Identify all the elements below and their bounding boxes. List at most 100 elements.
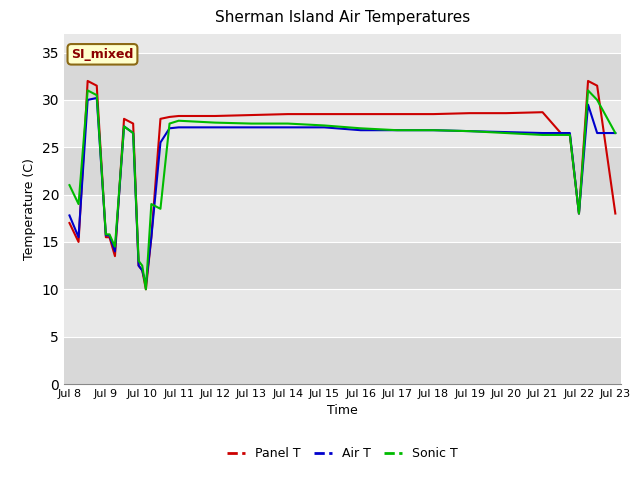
Panel T xyxy=(111,253,119,259)
Air T xyxy=(102,232,109,238)
Panel T xyxy=(611,211,619,216)
Bar xyxy=(64,336,621,384)
Air T xyxy=(166,125,173,131)
Panel T xyxy=(157,116,164,122)
Sonic T xyxy=(142,287,150,292)
Air T xyxy=(584,102,592,108)
Sonic T xyxy=(502,130,510,136)
Sonic T xyxy=(539,132,547,138)
Panel T xyxy=(129,120,137,126)
Panel T xyxy=(135,263,143,268)
Panel T xyxy=(356,111,364,117)
Sonic T xyxy=(593,97,601,103)
Panel T xyxy=(120,116,128,122)
Air T xyxy=(84,97,92,103)
Sonic T xyxy=(611,130,619,136)
Air T xyxy=(157,140,164,145)
Panel T xyxy=(557,130,564,136)
Air T xyxy=(248,124,255,130)
Air T xyxy=(557,130,564,136)
Air T xyxy=(129,130,137,136)
Panel T xyxy=(84,78,92,84)
Sonic T xyxy=(584,87,592,93)
Sonic T xyxy=(356,125,364,131)
Sonic T xyxy=(248,120,255,126)
Panel T xyxy=(138,267,146,273)
Air T xyxy=(429,127,437,133)
Air T xyxy=(138,267,146,273)
Bar xyxy=(64,289,621,336)
Bar xyxy=(64,242,621,289)
Sonic T xyxy=(284,120,292,126)
Air T xyxy=(111,249,119,254)
Panel T xyxy=(75,239,83,245)
Sonic T xyxy=(111,244,119,250)
Sonic T xyxy=(66,182,74,188)
Sonic T xyxy=(557,132,564,138)
Bar xyxy=(64,52,621,100)
Sonic T xyxy=(120,123,128,129)
Panel T xyxy=(66,220,74,226)
Legend: Panel T, Air T, Sonic T: Panel T, Air T, Sonic T xyxy=(221,443,463,465)
Panel T xyxy=(102,234,109,240)
Air T xyxy=(142,282,150,288)
Panel T xyxy=(539,109,547,115)
Sonic T xyxy=(157,206,164,212)
Panel T xyxy=(593,83,601,89)
Panel T xyxy=(575,211,583,216)
Air T xyxy=(211,124,219,130)
Air T xyxy=(284,124,292,130)
Y-axis label: Temperature (C): Temperature (C) xyxy=(23,158,36,260)
Title: Sherman Island Air Temperatures: Sherman Island Air Temperatures xyxy=(215,11,470,25)
Panel T xyxy=(106,234,113,240)
Sonic T xyxy=(575,211,583,216)
Panel T xyxy=(566,132,573,138)
Panel T xyxy=(502,110,510,116)
Air T xyxy=(502,129,510,135)
Air T xyxy=(566,130,573,136)
Air T xyxy=(575,211,583,216)
Panel T xyxy=(321,111,328,117)
Panel T xyxy=(166,114,173,120)
Sonic T xyxy=(466,128,474,134)
Line: Air T: Air T xyxy=(70,98,615,285)
Sonic T xyxy=(84,87,92,93)
Panel T xyxy=(284,111,292,117)
Panel T xyxy=(584,78,592,84)
Panel T xyxy=(147,234,155,240)
Panel T xyxy=(429,111,437,117)
Air T xyxy=(175,124,182,130)
Panel T xyxy=(393,111,401,117)
Sonic T xyxy=(129,130,137,136)
Panel T xyxy=(175,113,182,119)
Sonic T xyxy=(75,201,83,207)
Sonic T xyxy=(147,201,155,207)
Air T xyxy=(321,124,328,130)
Sonic T xyxy=(166,120,173,126)
Sonic T xyxy=(321,122,328,128)
Bar xyxy=(64,147,621,194)
Air T xyxy=(466,128,474,134)
Air T xyxy=(93,95,100,101)
Air T xyxy=(106,232,113,238)
Panel T xyxy=(142,287,150,292)
Air T xyxy=(611,130,619,136)
X-axis label: Time: Time xyxy=(327,405,358,418)
Panel T xyxy=(248,112,255,118)
Sonic T xyxy=(135,258,143,264)
Air T xyxy=(593,130,601,136)
Sonic T xyxy=(93,92,100,98)
Sonic T xyxy=(175,118,182,124)
Sonic T xyxy=(106,231,113,237)
Air T xyxy=(135,263,143,268)
Bar xyxy=(64,100,621,147)
Air T xyxy=(66,213,74,218)
Sonic T xyxy=(211,120,219,125)
Air T xyxy=(120,123,128,129)
Text: SI_mixed: SI_mixed xyxy=(71,48,134,61)
Sonic T xyxy=(393,127,401,133)
Line: Panel T: Panel T xyxy=(70,81,615,289)
Air T xyxy=(75,234,83,240)
Bar xyxy=(64,194,621,242)
Sonic T xyxy=(566,132,573,138)
